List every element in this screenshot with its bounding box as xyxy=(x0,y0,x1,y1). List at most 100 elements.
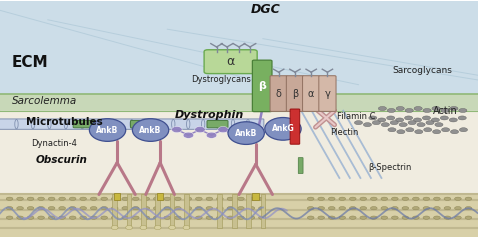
Circle shape xyxy=(48,197,55,201)
Circle shape xyxy=(185,206,192,210)
Circle shape xyxy=(372,121,380,125)
Circle shape xyxy=(111,197,118,201)
Circle shape xyxy=(217,206,223,210)
Circle shape xyxy=(122,206,129,210)
Text: AnkB: AnkB xyxy=(140,126,162,135)
Circle shape xyxy=(69,197,76,201)
Circle shape xyxy=(27,216,34,219)
Circle shape xyxy=(434,197,440,201)
Circle shape xyxy=(450,130,458,134)
Circle shape xyxy=(143,206,150,210)
Circle shape xyxy=(465,216,472,219)
Text: γ: γ xyxy=(325,89,330,99)
Circle shape xyxy=(423,109,431,113)
Circle shape xyxy=(174,197,181,201)
Circle shape xyxy=(450,106,458,110)
Circle shape xyxy=(307,216,314,219)
Text: Dystrophin: Dystrophin xyxy=(174,110,244,120)
Circle shape xyxy=(339,206,346,210)
Circle shape xyxy=(339,216,346,219)
Circle shape xyxy=(397,130,405,134)
Text: β: β xyxy=(292,89,298,99)
Circle shape xyxy=(396,106,404,110)
FancyBboxPatch shape xyxy=(204,50,257,74)
Circle shape xyxy=(27,197,34,201)
Circle shape xyxy=(59,197,65,201)
Circle shape xyxy=(80,206,87,210)
Circle shape xyxy=(459,109,467,113)
Text: AnkB: AnkB xyxy=(235,129,257,138)
Circle shape xyxy=(442,128,450,132)
Circle shape xyxy=(38,197,44,201)
Bar xyxy=(114,193,120,201)
Circle shape xyxy=(370,216,377,219)
Circle shape xyxy=(227,216,234,219)
Circle shape xyxy=(455,197,461,201)
Circle shape xyxy=(90,216,97,219)
Circle shape xyxy=(458,116,467,120)
FancyBboxPatch shape xyxy=(130,120,152,128)
Circle shape xyxy=(390,121,398,125)
Bar xyxy=(184,195,189,228)
Text: Plectin: Plectin xyxy=(330,128,358,137)
Circle shape xyxy=(435,123,443,127)
Circle shape xyxy=(206,197,213,201)
Bar xyxy=(217,195,222,228)
Circle shape xyxy=(415,130,423,134)
Circle shape xyxy=(381,123,390,127)
Ellipse shape xyxy=(247,131,257,137)
Circle shape xyxy=(80,216,87,219)
Circle shape xyxy=(318,206,325,210)
Circle shape xyxy=(238,206,244,210)
Circle shape xyxy=(465,197,472,201)
Circle shape xyxy=(101,197,108,201)
FancyBboxPatch shape xyxy=(303,76,320,111)
Circle shape xyxy=(132,206,139,210)
Text: Filamin C: Filamin C xyxy=(337,112,376,121)
Circle shape xyxy=(378,118,386,122)
Circle shape xyxy=(248,216,255,219)
FancyBboxPatch shape xyxy=(270,76,287,111)
Circle shape xyxy=(455,206,461,210)
Bar xyxy=(141,195,146,228)
Text: α: α xyxy=(308,89,315,99)
Circle shape xyxy=(370,206,377,210)
FancyBboxPatch shape xyxy=(73,120,94,128)
Circle shape xyxy=(423,206,430,210)
Circle shape xyxy=(318,216,325,219)
Bar xyxy=(246,195,251,228)
Circle shape xyxy=(101,216,108,219)
Ellipse shape xyxy=(218,127,228,133)
Circle shape xyxy=(164,206,171,210)
Bar xyxy=(261,195,265,228)
Circle shape xyxy=(388,128,396,132)
Circle shape xyxy=(238,216,244,219)
Circle shape xyxy=(6,197,13,201)
Bar xyxy=(252,193,259,201)
Circle shape xyxy=(328,216,335,219)
Circle shape xyxy=(434,206,440,210)
FancyBboxPatch shape xyxy=(290,109,300,144)
Circle shape xyxy=(153,206,160,210)
Circle shape xyxy=(381,206,388,210)
Circle shape xyxy=(196,197,202,201)
Circle shape xyxy=(434,216,440,219)
Text: Sarcoglycans: Sarcoglycans xyxy=(392,66,452,75)
Text: DGC: DGC xyxy=(250,3,280,16)
Text: AnkG: AnkG xyxy=(272,124,294,133)
Text: Microtubules: Microtubules xyxy=(26,117,103,127)
Circle shape xyxy=(414,106,422,110)
Circle shape xyxy=(206,206,213,210)
Circle shape xyxy=(132,197,139,201)
Ellipse shape xyxy=(172,127,182,133)
Bar xyxy=(0,111,478,195)
Circle shape xyxy=(122,216,129,219)
Circle shape xyxy=(432,106,440,110)
Text: Sarcolemma: Sarcolemma xyxy=(12,96,77,106)
Circle shape xyxy=(48,206,55,210)
Circle shape xyxy=(413,118,422,122)
Circle shape xyxy=(360,206,367,210)
Text: AnkB: AnkB xyxy=(97,126,119,135)
Circle shape xyxy=(153,197,160,201)
Ellipse shape xyxy=(195,127,205,133)
